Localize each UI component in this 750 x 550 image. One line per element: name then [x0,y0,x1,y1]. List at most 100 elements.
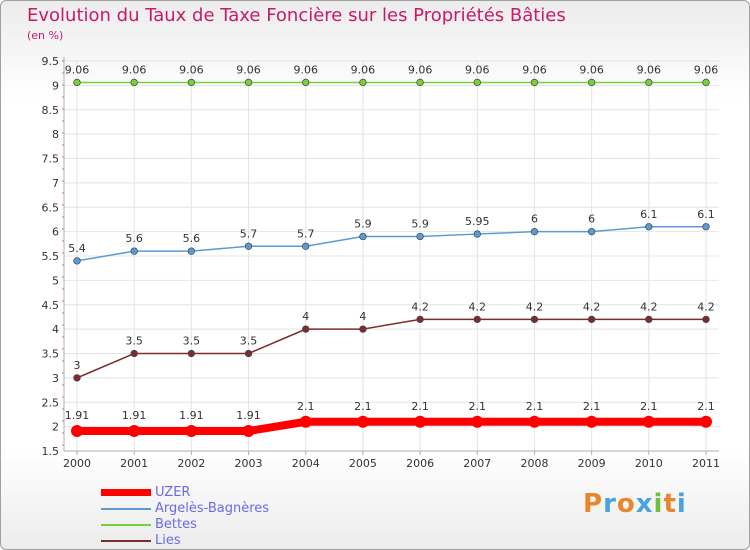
data-point [587,78,596,87]
data-point [128,425,141,438]
data-point [302,242,310,250]
data-point [244,242,253,250]
data-point [130,78,138,87]
data-point [73,374,81,382]
data-label: 2.1 [354,400,372,413]
data-label: 9.06 [465,63,490,76]
data-point [359,232,367,241]
series-line-1 [76,226,707,262]
y-tick-label: 6.5 [42,201,60,214]
y-tick-label: 7.5 [42,153,60,166]
data-label: 1.91 [65,409,90,422]
data-label: 9.06 [236,63,261,76]
data-point [587,227,596,236]
data-label: 3 [74,359,81,372]
data-label: 9.06 [179,63,204,76]
logo-letter: i [676,489,687,519]
x-tick-label: 2000 [63,457,91,470]
data-label: 5.9 [411,218,429,231]
data-point [299,415,312,428]
data-point [645,223,653,231]
data-label: 9.06 [351,63,376,76]
data-point [356,415,369,428]
data-label: 6 [531,213,538,226]
data-point [530,227,539,236]
legend-swatch-argeles [101,508,151,510]
data-point [187,247,196,255]
data-label: 1.91 [236,409,261,422]
data-label: 2.1 [697,400,715,413]
data-point [473,230,481,238]
data-point [414,415,427,428]
y-tick-label: 5 [52,274,59,287]
data-label: 9.06 [637,63,662,76]
data-point [359,78,367,87]
legend-swatch-uzer [101,489,151,496]
legend-label-lies: Lies [155,533,181,548]
legend-swatch-bettes [101,524,151,526]
data-label: 2.1 [411,400,429,413]
x-tick-label: 2005 [349,457,377,470]
data-label: 9.06 [293,63,318,76]
data-point [700,415,712,428]
chart-title: Evolution du Taux de Taxe Foncière sur l… [27,5,566,26]
data-point [73,257,81,265]
data-point [416,315,424,324]
data-point [587,315,596,324]
y-tick-label: 4.5 [42,299,60,312]
data-label: 5.4 [68,242,86,255]
data-label: 3.5 [183,335,201,348]
legend-label-uzer: UZER [155,485,191,500]
logo-letter: i [653,489,664,519]
data-label: 4.2 [640,300,658,313]
x-tick-label: 2008 [520,457,548,470]
data-point [302,78,310,87]
data-label: 9.06 [579,63,604,76]
y-tick-label: 9 [52,79,59,92]
data-label: 5.7 [240,227,258,240]
data-label: 1.91 [122,409,147,422]
x-tick-label: 2007 [463,457,491,470]
data-point [530,315,539,324]
y-tick-label: 3.5 [42,348,60,361]
data-point [702,315,710,324]
y-tick-label: 2.5 [42,396,60,409]
x-tick-label: 2002 [177,457,205,470]
data-point [530,78,539,87]
logo-letter: t [663,489,677,519]
data-label: 9.06 [694,63,719,76]
logo-letter: o [616,489,636,519]
data-point [302,325,310,333]
data-label: 6.1 [640,208,658,221]
data-label: 4.2 [583,300,601,313]
data-label: 4.2 [697,300,715,313]
data-label: 5.6 [125,232,143,245]
y-tick-label: 9.5 [42,55,60,68]
data-point [416,78,424,87]
y-tick-label: 8.5 [42,104,60,117]
data-label: 4 [302,310,309,323]
data-point [585,415,598,428]
data-label: 5.9 [354,218,372,231]
data-label: 5.6 [183,232,201,245]
series-line-0 [73,417,710,436]
data-label: 2.1 [583,400,601,413]
data-point [187,349,196,358]
x-tick-label: 2003 [235,457,263,470]
data-label: 2.1 [297,400,315,413]
data-point [473,315,481,324]
y-tick-label: 4 [52,323,59,336]
data-label: 5.7 [297,227,315,240]
x-tick-label: 2001 [120,457,148,470]
data-point [244,78,253,87]
data-point [471,415,484,428]
series-line-3 [76,318,707,379]
data-point [130,349,138,358]
data-point [187,78,196,87]
logo-letter: x [635,489,654,519]
data-point [645,78,653,87]
data-point [702,78,710,87]
data-point [359,325,367,333]
data-point [473,78,481,87]
